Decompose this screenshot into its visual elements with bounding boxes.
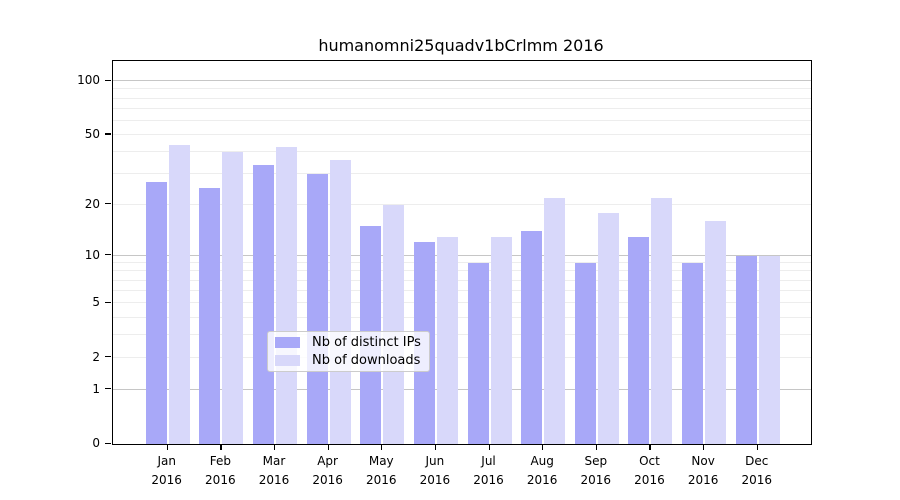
x-tick	[273, 444, 276, 450]
bar-ips-feb	[199, 187, 221, 444]
chart-legend: Nb of distinct IPs Nb of downloads	[267, 331, 430, 372]
y-tick-label: 5	[92, 295, 100, 310]
gridline	[113, 151, 811, 153]
gridline	[113, 133, 811, 135]
bar-ips-jan	[145, 182, 167, 444]
bar-ips-nov	[682, 263, 704, 444]
x-tick-label: Feb 2016	[205, 454, 236, 487]
x-tick-label: Jul 2016	[473, 454, 504, 487]
legend-label-downloads: Nb of downloads	[312, 352, 421, 368]
legend-label-distinct-ips: Nb of distinct IPs	[312, 335, 421, 351]
downloads-swatch-icon	[275, 354, 300, 366]
legend-row-downloads: Nb of downloads	[268, 352, 429, 370]
y-tick-label: 20	[84, 196, 100, 211]
bar-downloads-mar	[275, 146, 297, 444]
y-tick-label: 50	[84, 126, 100, 141]
y-tick	[105, 133, 111, 135]
bar-ips-dec	[735, 255, 757, 444]
gridline	[113, 302, 811, 304]
x-tick	[488, 444, 490, 450]
gridline	[113, 334, 811, 336]
y-tick-label: 100	[77, 73, 100, 88]
bar-downloads-dec	[758, 255, 780, 444]
bar-downloads-jan	[168, 144, 190, 444]
y-tick	[105, 79, 111, 81]
x-tick	[327, 444, 329, 450]
x-tick	[220, 444, 222, 450]
bar-ips-oct	[628, 236, 650, 444]
x-tick	[756, 444, 758, 450]
x-tick	[166, 444, 168, 450]
y-tick	[105, 254, 111, 256]
y-tick	[105, 388, 111, 390]
gridline	[113, 107, 811, 109]
x-tick	[542, 444, 544, 450]
x-tick-label: Apr 2016	[312, 454, 343, 487]
x-tick	[703, 444, 705, 450]
gridline	[113, 290, 811, 292]
gridline	[113, 97, 811, 99]
gridline	[113, 254, 811, 256]
x-tick-label: May 2016	[365, 454, 397, 487]
bar-downloads-nov	[705, 221, 727, 444]
bar-downloads-oct	[651, 197, 673, 444]
x-tick-label: Dec 2016	[741, 454, 772, 487]
y-tick-label: 2	[92, 349, 100, 364]
x-tick-label: Jun 2016	[419, 454, 451, 487]
bar-ips-apr	[306, 174, 328, 444]
x-tick	[434, 444, 437, 450]
x-tick	[649, 444, 651, 450]
y-tick	[105, 301, 111, 303]
gridline	[113, 279, 811, 281]
legend-row-distinct-ips: Nb of distinct IPs	[268, 334, 429, 352]
gridline	[113, 270, 811, 272]
y-tick-label: 0	[92, 436, 100, 450]
x-tick-label: Oct 2016	[634, 454, 665, 487]
bar-ips-aug	[521, 231, 543, 444]
y-tick	[105, 356, 111, 358]
bar-downloads-sep	[597, 212, 619, 444]
bar-downloads-apr	[329, 160, 351, 444]
gridline	[113, 173, 811, 175]
distinct-ips-swatch-icon	[275, 337, 300, 349]
y-tick	[105, 203, 111, 205]
gridline	[113, 388, 811, 390]
bar-ips-mar	[252, 164, 274, 444]
x-tick	[381, 444, 383, 450]
gridline	[113, 119, 811, 121]
gridline	[113, 88, 811, 90]
bar-downloads-feb	[222, 152, 244, 444]
gridline	[113, 262, 811, 263]
gridline	[113, 80, 811, 82]
bar-downloads-may	[383, 204, 405, 444]
x-tick-label: Sep 2016	[580, 454, 612, 487]
bar-downloads-jul	[490, 236, 512, 444]
bar-downloads-aug	[544, 197, 566, 444]
page-title: humanomni25quadv1bCrlmm 2016	[318, 36, 604, 55]
x-tick-label: Jan 2016	[151, 454, 182, 487]
gridline	[113, 203, 811, 205]
x-tick-label: Mar 2016	[258, 454, 290, 487]
bar-ips-jul	[467, 263, 489, 444]
y-tick	[105, 442, 111, 444]
x-tick	[595, 444, 597, 450]
bar-ips-sep	[574, 263, 596, 444]
gridline	[113, 316, 811, 318]
plot-area	[112, 60, 812, 445]
x-tick-label: Nov 2016	[687, 454, 719, 487]
y-tick-label: 1	[92, 381, 100, 396]
y-tick-label: 10	[84, 247, 100, 262]
x-tick-label: Aug 2016	[526, 454, 558, 487]
gridline	[113, 356, 811, 358]
bar-downloads-jun	[436, 236, 458, 444]
